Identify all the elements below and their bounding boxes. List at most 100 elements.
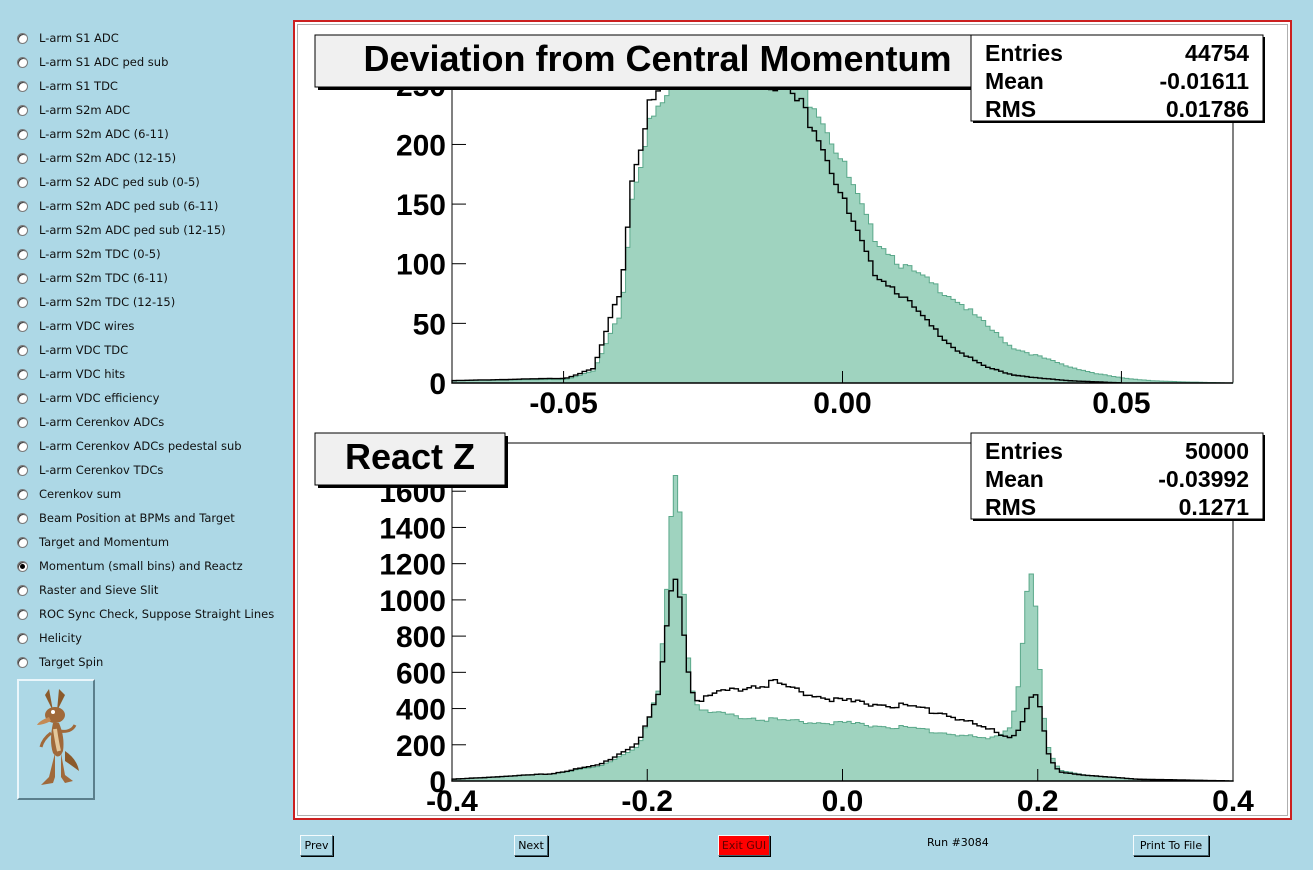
radio-button[interactable] bbox=[17, 440, 28, 452]
sidebar-item[interactable]: L-arm Cerenkov ADCs bbox=[17, 412, 164, 432]
stats-label: RMS bbox=[985, 494, 1036, 520]
sidebar-item[interactable]: L-arm S2m ADC ped sub (12-15) bbox=[17, 220, 226, 240]
sidebar-item[interactable]: L-arm S2m TDC (12-15) bbox=[17, 292, 175, 312]
x-tick-label: 0.05 bbox=[1092, 387, 1150, 420]
plot-title: React Z bbox=[345, 436, 475, 477]
stats-label: Mean bbox=[985, 466, 1044, 492]
sidebar-item[interactable]: L-arm S2m TDC (6-11) bbox=[17, 268, 168, 288]
radio-button[interactable] bbox=[17, 512, 28, 524]
sidebar-item[interactable]: L-arm S1 TDC bbox=[17, 76, 118, 96]
radio-button[interactable] bbox=[17, 200, 28, 212]
histogram-filled-series bbox=[451, 47, 1234, 384]
sidebar-item[interactable]: L-arm VDC hits bbox=[17, 364, 125, 384]
sidebar-item-label: L-arm S2m TDC (6-11) bbox=[39, 271, 168, 285]
radio-button[interactable] bbox=[17, 656, 28, 668]
sidebar-item[interactable]: L-arm S2m ADC (12-15) bbox=[17, 148, 176, 168]
y-tick-label: 1400 bbox=[379, 512, 446, 545]
sidebar-item-label: L-arm S2 ADC ped sub (0-5) bbox=[39, 175, 200, 189]
radio-button[interactable] bbox=[17, 344, 28, 356]
sidebar-item[interactable]: L-arm S1 ADC bbox=[17, 28, 119, 48]
sidebar-item-label: L-arm VDC efficiency bbox=[39, 391, 160, 405]
y-tick-label: 150 bbox=[396, 189, 446, 222]
stats-label: Entries bbox=[985, 40, 1063, 66]
sidebar-item[interactable]: Helicity bbox=[17, 628, 82, 648]
radio-button[interactable] bbox=[17, 80, 28, 92]
radio-button[interactable] bbox=[17, 368, 28, 380]
coyote-logo bbox=[17, 679, 95, 800]
radio-button[interactable] bbox=[17, 632, 28, 644]
sidebar-item[interactable]: L-arm S2m ADC bbox=[17, 100, 130, 120]
radio-button[interactable] bbox=[17, 560, 28, 572]
radio-button[interactable] bbox=[17, 128, 28, 140]
sidebar-item[interactable]: Beam Position at BPMs and Target bbox=[17, 508, 235, 528]
radio-button[interactable] bbox=[17, 32, 28, 44]
sidebar-item-label: L-arm S2m TDC (12-15) bbox=[39, 295, 176, 309]
radio-button[interactable] bbox=[17, 176, 28, 188]
histogram-outline-series bbox=[451, 51, 1233, 384]
sidebar-item[interactable]: L-arm S2m TDC (0-5) bbox=[17, 244, 161, 264]
radio-button[interactable] bbox=[17, 392, 28, 404]
radio-button[interactable] bbox=[17, 584, 28, 596]
x-tick-label: -0.05 bbox=[529, 387, 597, 420]
sidebar-item[interactable]: Target and Momentum bbox=[17, 532, 169, 552]
x-tick-label: -0.2 bbox=[621, 785, 673, 818]
sidebar-item-label: L-arm S2m ADC ped sub (6-11) bbox=[39, 199, 219, 213]
radio-button[interactable] bbox=[17, 152, 28, 164]
sidebar-item[interactable]: L-arm Cerenkov TDCs bbox=[17, 460, 163, 480]
y-tick-label: 0 bbox=[429, 766, 446, 799]
sidebar-item-label: Momentum (small bins) and Reactz bbox=[39, 559, 243, 573]
sidebar-item[interactable]: Raster and Sieve Slit bbox=[17, 580, 158, 600]
sidebar-item-label: ROC Sync Check, Suppose Straight Lines bbox=[39, 607, 275, 621]
sidebar-item-label: L-arm Cerenkov TDCs bbox=[39, 463, 164, 477]
sidebar-item-label: L-arm Cerenkov ADCs bbox=[39, 415, 165, 429]
run-number-label: Run #3084 bbox=[927, 836, 989, 849]
sidebar-item[interactable]: L-arm S2m ADC (6-11) bbox=[17, 124, 169, 144]
sidebar-item[interactable]: L-arm S1 ADC ped sub bbox=[17, 52, 168, 72]
radio-button[interactable] bbox=[17, 224, 28, 236]
stats-value: 0.01786 bbox=[1166, 96, 1249, 122]
sidebar-item[interactable]: ROC Sync Check, Suppose Straight Lines bbox=[17, 604, 274, 624]
y-tick-label: 100 bbox=[396, 249, 446, 282]
sidebar-item[interactable]: Target Spin bbox=[17, 652, 103, 672]
sidebar-item[interactable]: L-arm VDC TDC bbox=[17, 340, 128, 360]
sidebar-item[interactable]: Momentum (small bins) and Reactz bbox=[17, 556, 243, 576]
sidebar-item[interactable]: L-arm S2 ADC ped sub (0-5) bbox=[17, 172, 200, 192]
sidebar-item[interactable]: L-arm Cerenkov ADCs pedestal sub bbox=[17, 436, 242, 456]
x-tick-label: 0.4 bbox=[1212, 785, 1254, 818]
sidebar-item[interactable]: L-arm VDC efficiency bbox=[17, 388, 159, 408]
sidebar-item-label: L-arm S1 ADC bbox=[39, 31, 119, 45]
radio-button[interactable] bbox=[17, 272, 28, 284]
sidebar-item-label: L-arm S2m TDC (0-5) bbox=[39, 247, 161, 261]
radio-button[interactable] bbox=[17, 536, 28, 548]
title-box bbox=[314, 34, 1001, 88]
stats-label: RMS bbox=[985, 96, 1036, 122]
print-to-file-button[interactable]: Print To File bbox=[1133, 835, 1209, 856]
title-box bbox=[314, 432, 506, 486]
sidebar-item[interactable]: L-arm S2m ADC ped sub (6-11) bbox=[17, 196, 218, 216]
radio-button[interactable] bbox=[17, 416, 28, 428]
sidebar-item[interactable]: L-arm VDC wires bbox=[17, 316, 134, 336]
sidebar-item-label: L-arm S2m ADC (12-15) bbox=[39, 151, 177, 165]
radio-button[interactable] bbox=[17, 248, 28, 260]
stats-box bbox=[970, 432, 1264, 520]
stats-label: Entries bbox=[985, 438, 1063, 464]
stats-value: 50000 bbox=[1185, 438, 1249, 464]
radio-button[interactable] bbox=[17, 56, 28, 68]
y-tick-label: 600 bbox=[396, 657, 446, 690]
radio-button[interactable] bbox=[17, 296, 28, 308]
radio-button[interactable] bbox=[17, 488, 28, 500]
y-tick-label: 50 bbox=[413, 308, 446, 341]
radio-button[interactable] bbox=[17, 320, 28, 332]
next-button[interactable]: Next bbox=[514, 835, 548, 856]
radio-button[interactable] bbox=[17, 608, 28, 620]
radio-button[interactable] bbox=[17, 464, 28, 476]
exit-gui-button[interactable]: Exit GUI bbox=[718, 835, 770, 856]
sidebar-item[interactable]: Cerenkov sum bbox=[17, 484, 121, 504]
radio-button[interactable] bbox=[17, 104, 28, 116]
x-tick-label: 0.00 bbox=[813, 387, 871, 420]
prev-button[interactable]: Prev bbox=[300, 835, 333, 856]
